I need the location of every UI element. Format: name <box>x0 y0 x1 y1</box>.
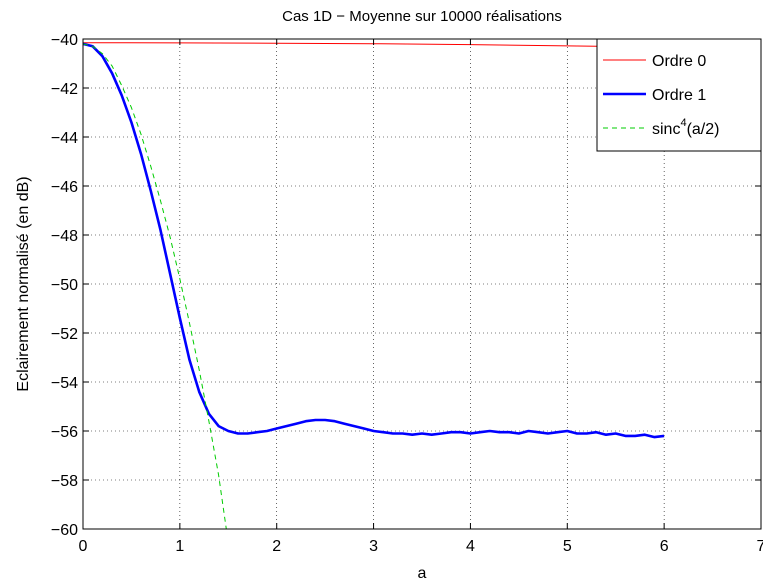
x-tick-label: 1 <box>175 538 184 555</box>
x-tick-label: 3 <box>369 538 378 555</box>
y-tick-label: −40 <box>51 32 78 49</box>
y-tick-label: −52 <box>51 326 78 343</box>
y-tick-label: −50 <box>51 277 78 294</box>
x-tick-label: 4 <box>466 538 475 555</box>
x-tick-label: 5 <box>563 538 572 555</box>
x-axis-label: a <box>418 565 427 582</box>
x-tick-labels: 0 1 2 3 4 5 6 7 <box>79 538 763 555</box>
y-tick-label: −54 <box>51 375 78 392</box>
legend: Ordre 0 Ordre 1 sinc4(a/2) <box>596 38 762 152</box>
y-tick-label: −42 <box>51 81 78 98</box>
legend-label-sinc: sinc4(a/2) <box>652 117 719 138</box>
y-tick-label: −44 <box>51 130 78 147</box>
axis-ticks <box>82 38 762 530</box>
x-tick-label: 6 <box>660 538 669 555</box>
legend-label-ordre-0: Ordre 0 <box>652 53 706 70</box>
grid-lines <box>83 39 761 529</box>
y-tick-label: −56 <box>51 424 78 441</box>
y-tick-labels: −60 −58 −56 −54 −52 −50 −48 −46 −44 −42 −40 <box>51 32 78 539</box>
y-tick-label: −58 <box>51 473 78 490</box>
chart-title: Cas 1D − Moyenne sur 10000 réalisations <box>282 8 562 25</box>
series-line-ordre-1 <box>82 42 665 439</box>
y-tick-label: −48 <box>51 228 78 245</box>
x-tick-label: 0 <box>79 538 88 555</box>
series-line-sinc <box>82 43 227 530</box>
y-tick-label: −60 <box>51 522 78 539</box>
legend-label-ordre-1: Ordre 1 <box>652 87 706 104</box>
x-tick-label: 2 <box>272 538 281 555</box>
x-tick-label: 7 <box>757 538 763 555</box>
y-tick-label: −46 <box>51 179 78 196</box>
y-axis-label: Eclairement normalisé (en dB) <box>15 176 32 391</box>
